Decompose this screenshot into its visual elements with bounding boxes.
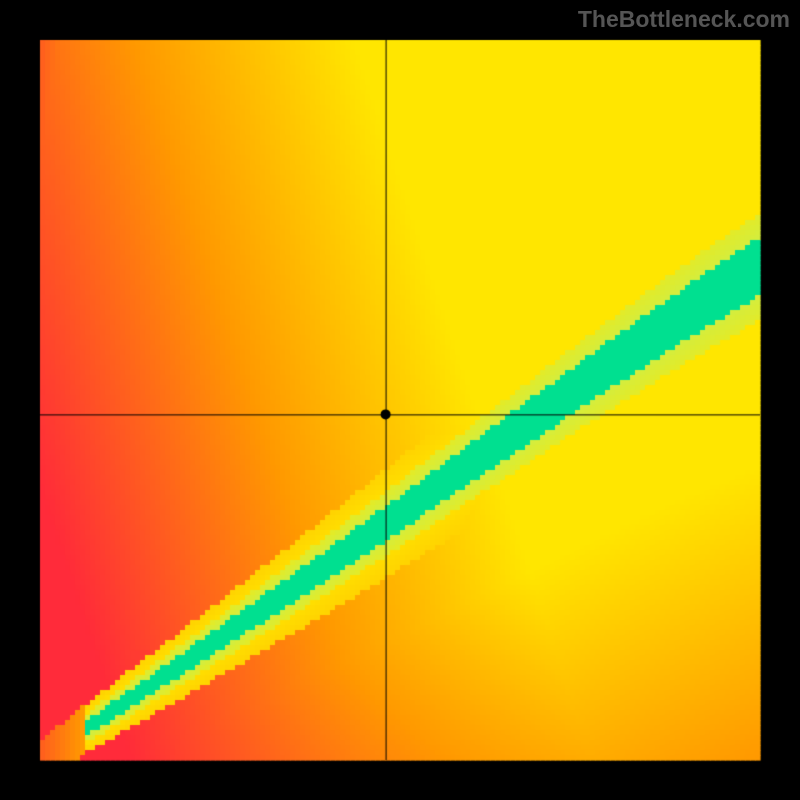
watermark-text: TheBottleneck.com bbox=[578, 6, 790, 33]
chart-container: TheBottleneck.com bbox=[0, 0, 800, 800]
heatmap-canvas bbox=[0, 0, 800, 800]
